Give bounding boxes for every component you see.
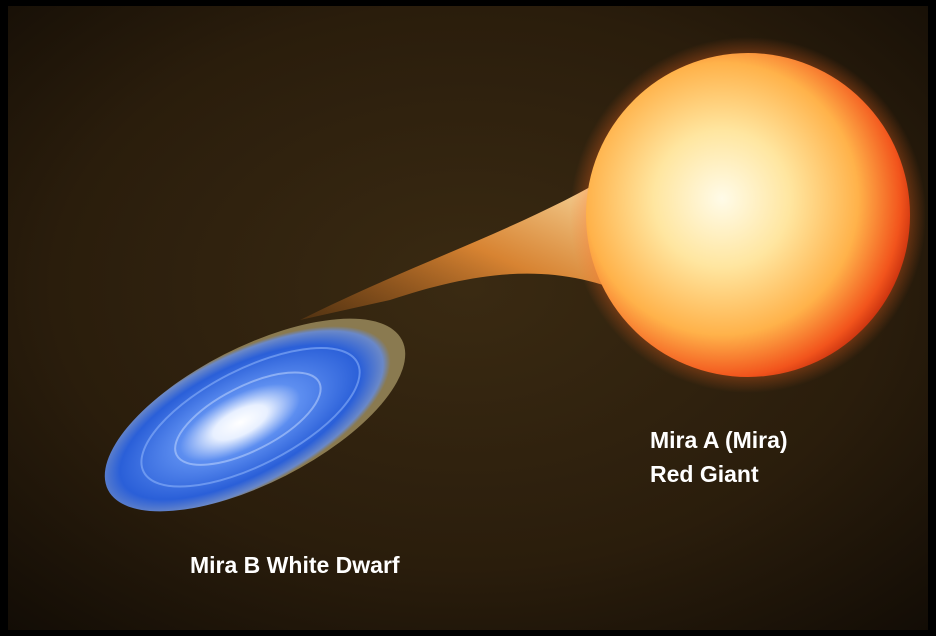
disk-ring — [140, 347, 361, 488]
red-giant — [586, 53, 910, 377]
disk — [104, 318, 406, 512]
label: Mira B White Dwarf — [190, 552, 400, 578]
disk-ring — [174, 371, 322, 466]
accretion-disk — [104, 318, 406, 512]
label: Mira A (Mira) — [650, 427, 788, 453]
label: Red Giant — [650, 461, 759, 487]
mass-stream — [300, 170, 640, 320]
